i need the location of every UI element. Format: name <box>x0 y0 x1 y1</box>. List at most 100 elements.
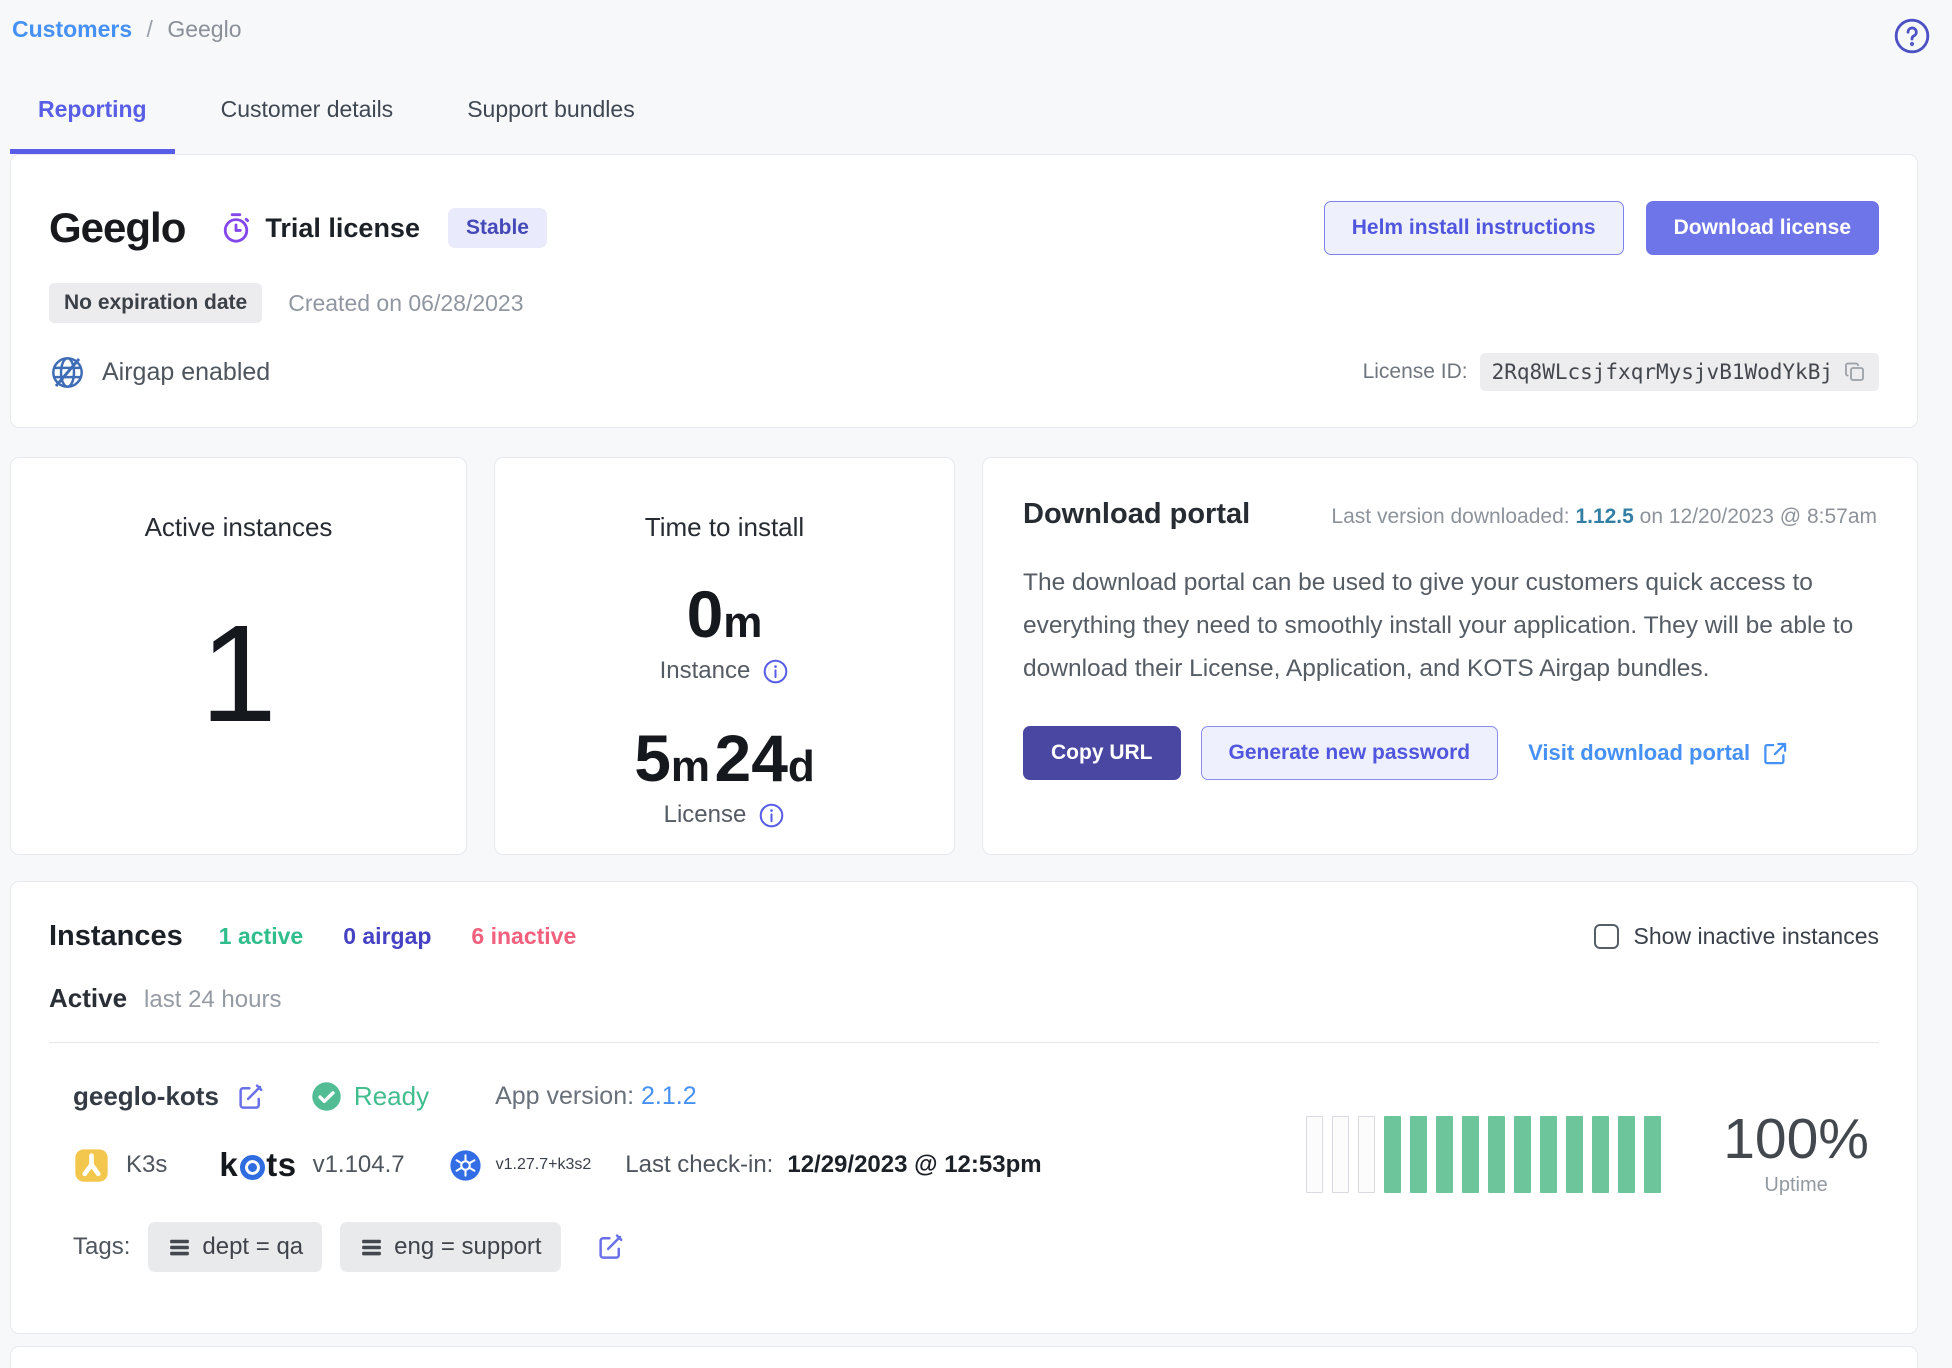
tag-text: dept = qa <box>202 1233 304 1260</box>
copy-url-button[interactable]: Copy URL <box>1023 726 1181 780</box>
divider <box>49 1042 1879 1043</box>
instance-row: geeglo-kots <box>49 1043 1879 1272</box>
uptime-bar <box>1462 1115 1480 1193</box>
last-version-downloaded: Last version downloaded: 1.12.5 on 12/20… <box>1331 505 1877 529</box>
time-to-install-title: Time to install <box>644 512 805 542</box>
breadcrumb: Customers / Geeglo <box>12 16 242 43</box>
tag-pill: eng = support <box>340 1222 561 1272</box>
last-checkin-value: 12/29/2023 @ 12:53pm <box>787 1151 1042 1178</box>
top-bar: Customers / Geeglo <box>0 0 1952 56</box>
tab-bar: Reporting Customer details Support bundl… <box>0 96 1952 154</box>
kubernetes-icon <box>449 1149 482 1182</box>
customer-summary-card: Geeglo Trial license Stable Helm install… <box>10 154 1918 428</box>
breadcrumb-current: Geeglo <box>167 16 242 42</box>
tag-lines-icon <box>359 1235 384 1260</box>
license-time-unit2: d <box>787 742 815 791</box>
download-portal-title: Download portal <box>1023 498 1251 530</box>
time-to-install-card: Time to install 0m Instance 5m 24d <box>494 457 955 855</box>
last-version-date: on 12/20/2023 @ 8:57am <box>1639 505 1877 528</box>
edit-tags-icon[interactable] <box>595 1232 625 1262</box>
instances-title: Instances <box>49 920 183 952</box>
generate-password-button[interactable]: Generate new password <box>1200 726 1499 780</box>
breadcrumb-customers-link[interactable]: Customers <box>12 16 133 42</box>
visit-download-portal-link[interactable]: Visit download portal <box>1528 740 1789 767</box>
license-type-label: Trial license <box>265 212 420 243</box>
uptime-stat: 100% Uptime <box>1723 1111 1869 1197</box>
uptime-bar <box>1358 1115 1376 1193</box>
channel-badge: Stable <box>447 208 547 248</box>
tab-customer-details[interactable]: Customer details <box>220 96 394 122</box>
uptime-bar <box>1488 1115 1506 1193</box>
trial-timer-icon <box>219 211 253 245</box>
kubernetes-version: v1.27.7+k3s2 <box>495 1156 592 1173</box>
download-portal-card: Download portal Last version downloaded:… <box>982 457 1918 855</box>
instances-card: Instances 1 active 0 airgap 6 inactive S… <box>10 881 1918 1334</box>
uptime-bar <box>1436 1115 1454 1193</box>
kots-logo-k: k <box>219 1146 239 1183</box>
kots-logo: k ts <box>219 1146 296 1184</box>
count-inactive[interactable]: 6 inactive <box>471 923 577 949</box>
tab-reporting[interactable]: Reporting <box>10 96 175 154</box>
uptime-bar <box>1384 1115 1402 1193</box>
kots-version: v1.104.7 <box>312 1151 405 1178</box>
tag-lines-icon <box>167 1235 192 1260</box>
expiration-badge: No expiration date <box>49 283 263 323</box>
next-section-card-cutoff <box>10 1346 1918 1368</box>
uptime-bar <box>1410 1115 1428 1193</box>
count-active[interactable]: 1 active <box>218 923 304 949</box>
license-id-text: 2Rq8WLcsjfxqrMysjvB1WodYkBj <box>1491 360 1833 384</box>
license-install-time: 5m 24d <box>495 725 954 791</box>
last-version-link[interactable]: 1.12.5 <box>1575 505 1634 528</box>
uptime-bar <box>1592 1115 1610 1193</box>
created-date-text: Created on 06/28/2023 <box>288 289 524 316</box>
uptime-label: Uptime <box>1764 1174 1828 1196</box>
tab-support-bundles[interactable]: Support bundles <box>467 96 635 122</box>
count-airgap[interactable]: 0 airgap <box>343 923 432 949</box>
show-inactive-label[interactable]: Show inactive instances <box>1633 923 1879 949</box>
breadcrumb-separator: / <box>146 16 153 42</box>
last-version-label: Last version downloaded: <box>1331 505 1570 528</box>
instance-install-time: 0m <box>495 581 954 647</box>
uptime-bar <box>1332 1115 1350 1193</box>
license-id-value: 2Rq8WLcsjfxqrMysjvB1WodYkBj <box>1479 353 1879 391</box>
airgap-globe-icon <box>49 354 86 391</box>
uptime-bar <box>1566 1115 1584 1193</box>
instance-status: Ready <box>311 1081 429 1112</box>
instance-label: Instance <box>659 657 751 684</box>
instance-install-time-value: 0 <box>686 577 724 651</box>
visit-portal-label: Visit download portal <box>1528 740 1751 765</box>
active-instances-value: 1 <box>200 597 277 751</box>
helm-install-instructions-button[interactable]: Helm install instructions <box>1323 201 1624 255</box>
license-info-icon[interactable] <box>758 802 785 829</box>
external-link-icon <box>1762 740 1789 767</box>
uptime-value: 100% <box>1723 1107 1869 1171</box>
uptime-bar <box>1514 1115 1532 1193</box>
customer-title: Geeglo <box>49 204 186 251</box>
show-inactive-checkbox[interactable] <box>1593 924 1619 949</box>
active-section-label: Active <box>49 983 128 1013</box>
instance-info-icon[interactable] <box>762 658 789 685</box>
active-instances-title: Active instances <box>144 512 333 542</box>
kubernetes-version-group: v1.27.7+k3s2 <box>449 1149 592 1182</box>
download-license-button[interactable]: Download license <box>1645 201 1879 255</box>
license-time-value1: 5 <box>634 721 671 795</box>
edit-instance-name-icon[interactable] <box>235 1082 265 1112</box>
uptime-bar <box>1644 1115 1662 1193</box>
license-time-value2: 24 <box>714 721 788 795</box>
status-label: Ready <box>353 1081 430 1111</box>
uptime-bar <box>1540 1115 1558 1193</box>
instance-install-time-unit: m <box>723 598 763 647</box>
instance-counts: 1 active 0 airgap 6 inactive <box>219 923 576 950</box>
show-inactive-toggle[interactable]: Show inactive instances <box>1593 923 1879 950</box>
app-version-label: App version: <box>495 1082 635 1110</box>
copy-icon[interactable] <box>1843 360 1867 384</box>
help-icon[interactable] <box>1892 16 1932 56</box>
last-checkin-label: Last check-in: <box>625 1151 774 1178</box>
uptime-bars <box>1306 1115 1662 1193</box>
tags-label: Tags: <box>73 1233 131 1260</box>
license-label: License <box>663 801 747 828</box>
active-instances-card: Active instances 1 <box>10 457 467 855</box>
distro-group: K3s <box>73 1147 167 1184</box>
uptime-bar <box>1306 1115 1324 1193</box>
app-version-link[interactable]: 2.1.2 <box>641 1082 697 1110</box>
